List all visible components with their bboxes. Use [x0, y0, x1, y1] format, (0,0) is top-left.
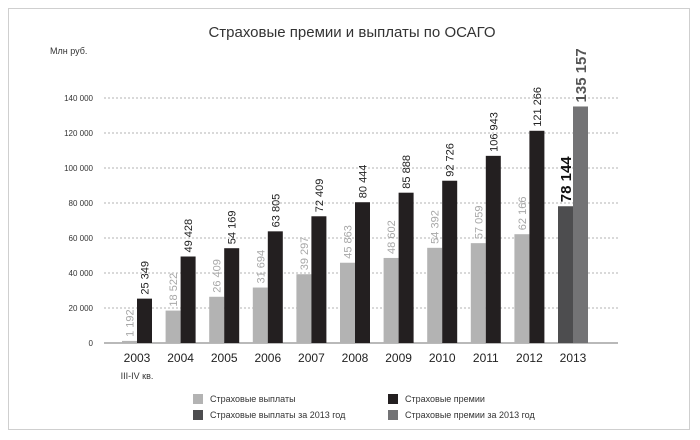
data-label-premiums: 121 266	[532, 87, 544, 127]
bar-payouts	[165, 310, 181, 343]
data-label-payouts-2013: 78 144	[558, 156, 575, 203]
chart-title: Страховые премии и выплаты по ОСАГО	[208, 24, 495, 41]
data-label-premiums-2013: 135 157	[573, 48, 590, 102]
legend-entry: Страховые премии за 2013 год	[405, 410, 535, 420]
x-tick-label: 2010	[429, 351, 456, 365]
x-tick-label: 2012	[516, 351, 543, 365]
data-label-premiums: 80 444	[357, 165, 369, 199]
bar-premiums	[224, 248, 240, 343]
data-label-payouts: 26 409	[212, 259, 224, 293]
bar-payouts	[209, 296, 225, 343]
legend-swatch	[193, 410, 203, 420]
x-tick-sublabel: III-IV кв.	[121, 371, 154, 381]
data-label-payouts: 18 522	[168, 273, 180, 307]
data-label-premiums: 54 169	[227, 211, 239, 245]
x-tick-label: 2005	[211, 351, 238, 365]
y-tick-label: 40 000	[69, 269, 94, 278]
bar-premiums	[485, 155, 501, 343]
x-tick-label: 2013	[560, 351, 587, 365]
y-tick-label: 140 000	[64, 94, 93, 103]
y-tick-label: 20 000	[69, 304, 94, 313]
legend-entry: Страховые выплаты	[210, 394, 296, 404]
data-label-premiums: 63 805	[270, 194, 282, 228]
bar-premiums	[398, 192, 414, 343]
y-axis-unit-label: Млн руб.	[50, 46, 87, 56]
y-tick-label: 80 000	[69, 199, 94, 208]
y-tick-label: 120 000	[64, 129, 93, 138]
data-label-payouts: 1 192	[124, 309, 136, 337]
x-tick-label: 2004	[167, 351, 194, 365]
legend-swatch	[388, 410, 398, 420]
bar-premiums	[267, 231, 283, 343]
data-label-payouts: 45 863	[342, 225, 354, 259]
y-tick-label: 0	[89, 339, 94, 348]
bar-payouts	[514, 234, 530, 343]
bar-payouts	[122, 340, 137, 343]
data-label-premiums: 72 409	[314, 179, 326, 213]
data-label-premiums: 92 726	[445, 143, 457, 177]
data-label-premiums: 25 349	[139, 261, 151, 295]
bar-payouts	[296, 274, 312, 343]
bar-payouts	[470, 243, 486, 343]
bar-payouts	[427, 247, 443, 343]
bar-payouts	[383, 257, 399, 343]
bar-premiums	[311, 216, 327, 343]
bar-premiums	[137, 298, 152, 343]
data-label-payouts: 48 602	[386, 220, 398, 254]
x-tick-label: 2009	[385, 351, 412, 365]
bar-premiums	[180, 256, 196, 343]
legend-entry: Страховые выплаты за 2013 год	[210, 410, 346, 420]
y-tick-label: 100 000	[64, 164, 93, 173]
bar-premiums	[529, 130, 545, 343]
data-label-payouts: 54 392	[430, 210, 442, 244]
data-label-payouts: 39 297	[299, 237, 311, 271]
bar-premiums	[442, 180, 458, 343]
x-tick-label: 2007	[298, 351, 325, 365]
bar-payouts	[340, 262, 355, 343]
bar-payouts-2013	[558, 206, 573, 343]
x-tick-label: 2006	[254, 351, 281, 365]
bar-premiums	[355, 202, 370, 343]
x-tick-label: 2011	[473, 351, 499, 365]
legend-swatch	[388, 394, 398, 404]
x-tick-label: 2003	[124, 351, 151, 365]
data-label-payouts: 57 059	[473, 205, 485, 239]
legend-swatch	[193, 394, 203, 404]
data-label-payouts: 31 694	[255, 250, 267, 284]
y-tick-label: 60 000	[69, 234, 94, 243]
x-tick-label: 2008	[342, 351, 369, 365]
data-label-premiums: 49 428	[183, 219, 195, 253]
data-label-premiums: 106 943	[488, 112, 500, 152]
data-label-payouts: 62 166	[517, 197, 529, 231]
legend-entry: Страховые премии	[405, 394, 485, 404]
bar-premiums-2013	[573, 106, 588, 343]
bar-payouts	[252, 287, 268, 343]
data-label-premiums: 85 888	[401, 155, 413, 189]
